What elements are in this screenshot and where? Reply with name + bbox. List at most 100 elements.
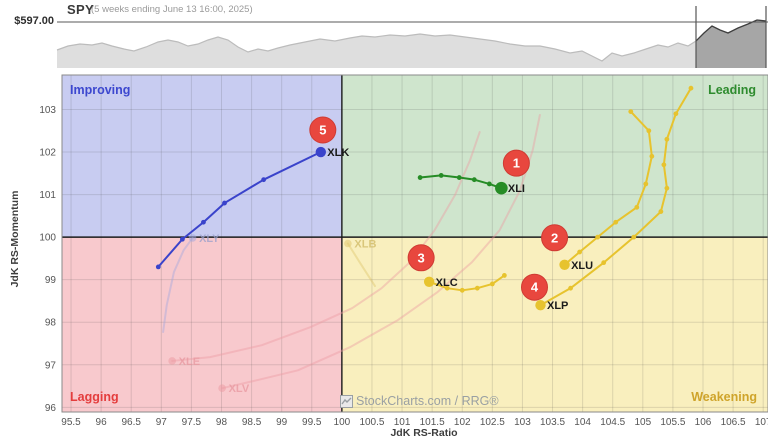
- rank-badge-3[interactable]: [407, 244, 435, 272]
- tail-xle: [171, 131, 481, 362]
- quadrant-weakening: [341, 237, 768, 412]
- head-dot-xlc[interactable]: [423, 276, 435, 287]
- x-tick-label: 102.5: [480, 417, 505, 428]
- head-dot-xlu[interactable]: [559, 259, 570, 270]
- quadrant-lagging: [62, 237, 342, 412]
- rank-badge-number[interactable]: 1: [513, 156, 520, 171]
- tail-xlp: [539, 87, 692, 307]
- x-tick-label: 97: [156, 417, 168, 428]
- rank-badge-5[interactable]: [309, 116, 337, 144]
- tail-dot-xlc: [474, 285, 480, 291]
- sector-label-xlv[interactable]: XLV: [229, 383, 250, 395]
- price-line: [56, 19, 767, 62]
- quadrant-leading: [341, 75, 768, 238]
- price-area: [57, 20, 766, 68]
- head-dot-xli[interactable]: [495, 181, 508, 195]
- tail-xlk: [157, 151, 322, 268]
- quadrant-label-lagging: Lagging: [70, 390, 119, 404]
- rank-badge-number[interactable]: 2: [551, 230, 558, 245]
- x-tick-label: 104.5: [600, 417, 625, 428]
- x-tick-label: 107: [755, 417, 768, 428]
- tail-dot-xli: [471, 177, 477, 183]
- x-tick-label: 99.5: [302, 417, 322, 428]
- price-highlight-area[interactable]: [57, 20, 766, 68]
- tail-dot-xlc: [501, 273, 507, 278]
- x-tick-label: 98: [216, 417, 228, 428]
- sector-label-xly[interactable]: XLY: [199, 233, 220, 245]
- head-dot-xly[interactable]: [188, 234, 197, 242]
- quadrant-improving: [62, 75, 342, 238]
- x-tick-label: 96: [96, 417, 108, 428]
- tail-dot-xlu: [643, 181, 649, 187]
- sector-label-xle[interactable]: XLE: [179, 356, 200, 368]
- sector-label-xlk[interactable]: XLK: [327, 147, 349, 159]
- x-tick-label: 95.5: [61, 417, 81, 428]
- x-tick-label: 100: [334, 417, 351, 428]
- tail-dot-xlu: [646, 128, 652, 134]
- x-tick-label: 103: [514, 417, 531, 428]
- tail-dot-xli: [438, 173, 444, 178]
- tail-xlv: [221, 113, 541, 390]
- tail-dot-xli: [417, 175, 423, 180]
- tail-dot-xlu: [595, 234, 601, 240]
- rank-badge-4[interactable]: [520, 273, 548, 301]
- y-tick-label: 101: [39, 190, 56, 201]
- tail-dot-xlk: [201, 219, 206, 225]
- x-tick-label: 106: [695, 417, 712, 428]
- period-subtitle: (5 weeks ending June 13 16:00, 2025): [91, 4, 253, 15]
- y-tick-label: 96: [45, 403, 57, 414]
- x-tick-label: 101.5: [420, 417, 445, 428]
- x-tick-label: 103.5: [540, 417, 565, 428]
- tail-dot-xlp: [631, 234, 637, 240]
- head-dot-xlk[interactable]: [315, 146, 327, 158]
- tail-dot-xlk: [222, 200, 227, 206]
- x-tick-label: 96.5: [121, 417, 141, 428]
- head-dot-xle[interactable]: [168, 357, 176, 365]
- x-tick-label: 104: [574, 417, 591, 428]
- y-tick-label: 97: [45, 360, 57, 371]
- tail-dot-xlc: [444, 285, 450, 291]
- tail-dot-xlu: [577, 249, 583, 255]
- y-tick-label: 103: [39, 105, 56, 116]
- rank-badge-2[interactable]: [541, 224, 569, 252]
- tail-xlb: [346, 242, 376, 288]
- y-tick-label: 100: [39, 233, 56, 244]
- tail-dot-xlc: [489, 281, 495, 287]
- y-tick-label: 102: [39, 148, 56, 159]
- y-axis-title: JdK RS-Momentum: [9, 190, 21, 288]
- price-label: $597.00: [14, 15, 54, 27]
- symbol-title: SPY: [67, 2, 94, 17]
- rank-badge-number[interactable]: 4: [531, 280, 539, 295]
- sector-label-xlc[interactable]: XLC: [436, 277, 458, 289]
- tail-dot-xli: [486, 181, 492, 187]
- sector-label-xlp[interactable]: XLP: [547, 300, 568, 312]
- head-dot-xlb[interactable]: [344, 239, 352, 248]
- tail-dot-xlc: [459, 287, 465, 293]
- rank-badge-number[interactable]: 3: [418, 250, 425, 265]
- sector-label-xlu[interactable]: XLU: [571, 260, 593, 272]
- watermark: StockCharts.com / RRG®: [340, 394, 499, 408]
- tail-dot-xlp: [661, 162, 667, 168]
- tail-dot-xlp: [673, 111, 679, 117]
- rank-badge-1[interactable]: [502, 149, 530, 177]
- quadrant-label-weakening: Weakening: [691, 390, 757, 404]
- head-dot-xlv[interactable]: [218, 384, 226, 392]
- sector-label-xlb[interactable]: XLB: [354, 239, 376, 251]
- y-tick-label: 98: [45, 318, 57, 329]
- tail-dot-xlp: [568, 285, 573, 291]
- x-tick-label: 99: [276, 417, 288, 428]
- rank-badge-number[interactable]: 5: [319, 123, 326, 138]
- tail-dot-xlp: [664, 136, 670, 142]
- sector-label-xli[interactable]: XLI: [508, 183, 525, 195]
- tail-dot-xlk: [261, 177, 267, 183]
- tail-dot-xlp: [688, 85, 694, 91]
- head-dot-xlp[interactable]: [535, 299, 546, 311]
- tail-dot-xlu: [613, 219, 619, 225]
- watermark-text: StockCharts.com / RRG®: [356, 394, 499, 408]
- tail-dot-xlu: [649, 153, 655, 159]
- tail-dot-xlp: [601, 260, 607, 266]
- tail-xly: [162, 236, 194, 334]
- x-tick-label: 102: [454, 417, 471, 428]
- x-tick-label: 106.5: [721, 417, 746, 428]
